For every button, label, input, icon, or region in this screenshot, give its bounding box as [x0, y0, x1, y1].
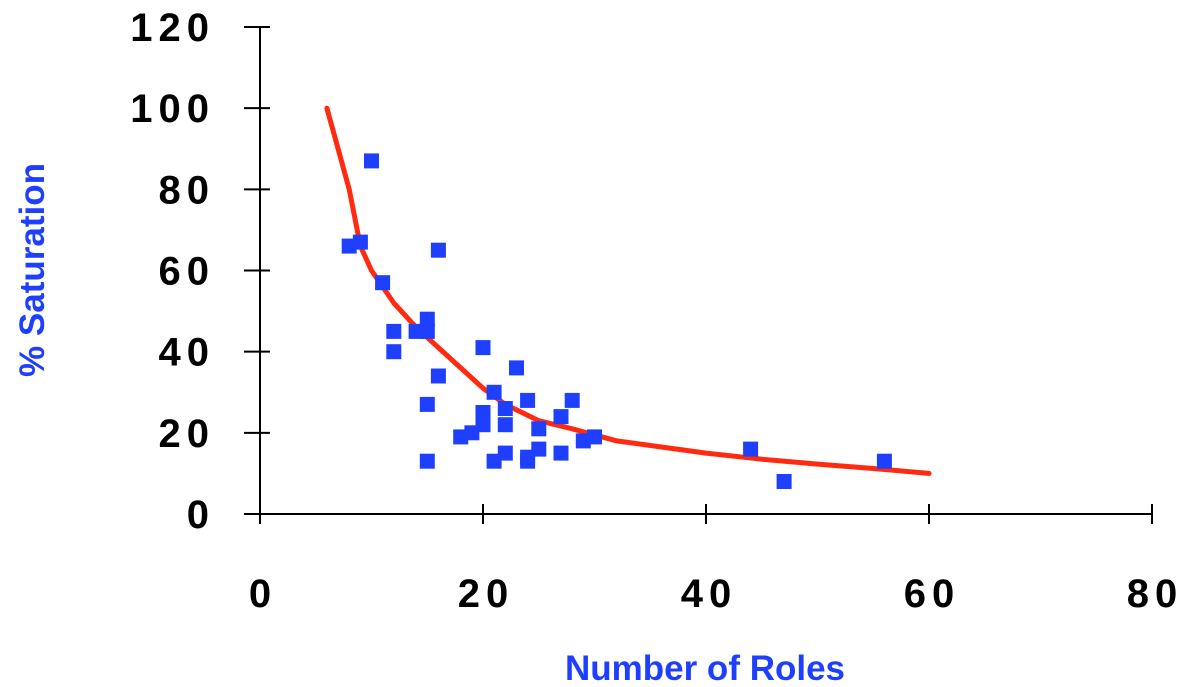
data-point — [375, 275, 391, 291]
data-point — [486, 384, 502, 400]
data-point — [509, 360, 524, 376]
y-tick-label: 0 — [187, 493, 215, 537]
data-point — [364, 153, 379, 169]
data-point — [430, 368, 446, 384]
x-tick-label: 20 — [458, 572, 515, 616]
data-point — [419, 396, 435, 412]
data-point — [564, 392, 580, 408]
data-point — [386, 344, 402, 360]
x-tick-label: 80 — [1127, 572, 1184, 616]
data-point — [419, 453, 435, 469]
y-axis-title: % Saturation — [13, 163, 52, 377]
data-point — [497, 401, 513, 416]
data-point — [497, 417, 513, 433]
data-point — [531, 421, 547, 437]
y-tick-labels: 0 20 40 60 80 100 120 — [130, 6, 216, 537]
data-point — [419, 311, 435, 327]
data-point — [587, 429, 602, 445]
points-layer — [341, 153, 892, 489]
y-tick-label: 80 — [159, 168, 216, 212]
x-tick-label: 60 — [904, 572, 961, 616]
y-tick-label: 40 — [159, 331, 216, 375]
data-point — [776, 474, 792, 489]
data-point — [475, 405, 491, 420]
x-tick-label: 0 — [249, 572, 277, 616]
data-point — [386, 323, 402, 339]
data-point — [876, 453, 892, 469]
data-point — [430, 242, 446, 258]
x-axis-title: Number of Roles — [565, 649, 845, 687]
data-point — [352, 234, 368, 250]
data-point — [520, 453, 536, 469]
data-point — [475, 340, 491, 356]
data-point — [743, 441, 759, 457]
data-point — [531, 441, 547, 457]
data-point — [520, 392, 536, 408]
x-tick-labels: 0 20 40 60 80 — [249, 572, 1184, 616]
data-point — [419, 323, 435, 339]
chart-axes — [259, 27, 1152, 515]
data-point — [553, 409, 569, 425]
data-point — [497, 445, 513, 461]
y-tick-label: 100 — [130, 87, 215, 131]
tick-marks — [244, 26, 1153, 524]
trend-line — [324, 105, 932, 476]
trend-layer — [324, 105, 932, 476]
data-point — [475, 417, 491, 433]
y-tick-label: 60 — [159, 250, 216, 294]
y-tick-label: 120 — [130, 6, 215, 50]
data-point — [553, 445, 569, 461]
x-tick-label: 40 — [681, 572, 738, 616]
y-tick-label: 20 — [159, 412, 216, 456]
